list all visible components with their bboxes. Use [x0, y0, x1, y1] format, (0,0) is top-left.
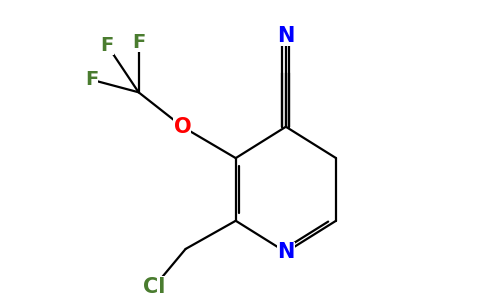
Text: O: O	[174, 117, 191, 137]
Text: Cl: Cl	[143, 277, 166, 297]
Text: F: F	[85, 70, 98, 89]
Text: N: N	[277, 26, 295, 46]
Text: F: F	[132, 33, 145, 52]
Text: N: N	[277, 242, 295, 262]
Text: F: F	[101, 36, 114, 55]
